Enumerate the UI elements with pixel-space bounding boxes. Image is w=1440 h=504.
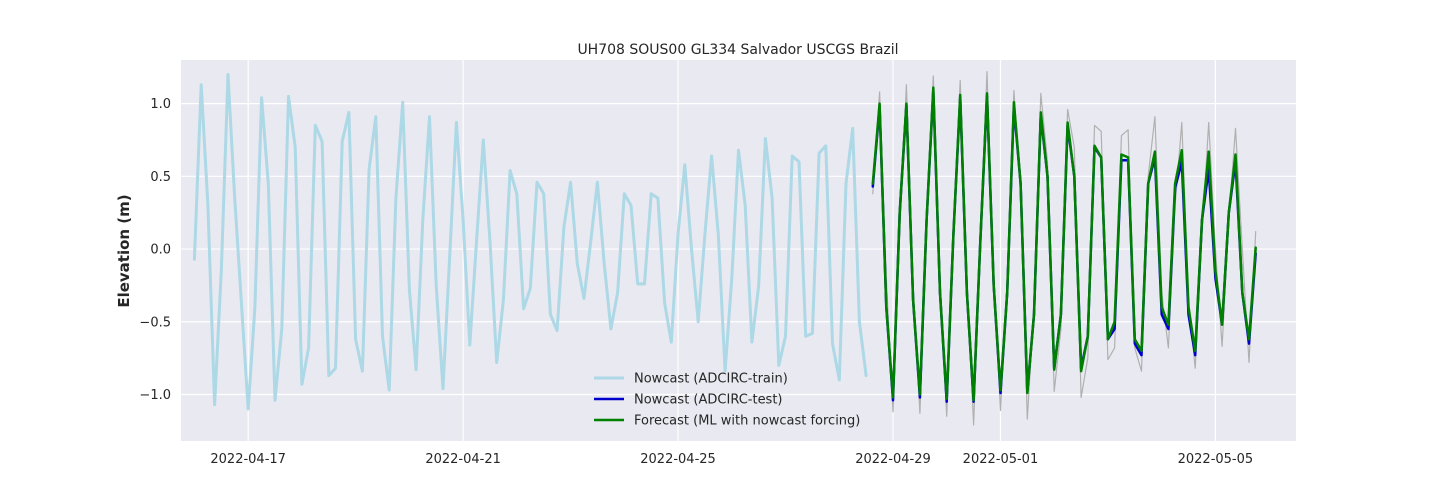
x-axis-ticks: 2022-04-17 2022-04-21 2022-04-25 2022-04-29… — [210, 452, 1253, 467]
y-tick-label: 0.0 — [150, 243, 171, 258]
legend-label: Nowcast (ADCIRC-test) — [634, 393, 783, 408]
x-tick-label: 2022-04-29 — [855, 452, 931, 467]
x-tick-label: 2022-04-25 — [640, 452, 716, 467]
series-line-nowcast-adcirc-train — [192, 73, 868, 411]
legend: Nowcast (ADCIRC-train) Nowcast (ADCIRC-te… — [594, 372, 860, 429]
y-tick-label: 0.5 — [150, 170, 171, 185]
y-tick-label: −0.5 — [139, 315, 171, 330]
y-tick-label: 1.0 — [150, 97, 171, 112]
y-tick-label: −1.0 — [139, 388, 171, 403]
x-tick-label: 2022-05-01 — [963, 452, 1039, 467]
chart-title: UH708 SOUS00 GL334 Salvador USCGS Brazil — [577, 42, 898, 58]
series-line-forecast-ml-with-nowcast-forcing — [871, 86, 1257, 402]
x-tick-label: 2022-04-17 — [210, 452, 286, 467]
x-tick-label: 2022-05-05 — [1178, 452, 1254, 467]
y-axis-label: Elevation (m) — [115, 194, 133, 307]
legend-label: Nowcast (ADCIRC-train) — [634, 372, 788, 387]
series-layer — [192, 70, 1257, 426]
y-axis-ticks: −1.0 −0.5 0.0 0.5 1.0 — [139, 97, 171, 403]
x-tick-label: 2022-04-21 — [425, 452, 501, 467]
legend-label: Forecast (ML with nowcast forcing) — [634, 414, 860, 429]
